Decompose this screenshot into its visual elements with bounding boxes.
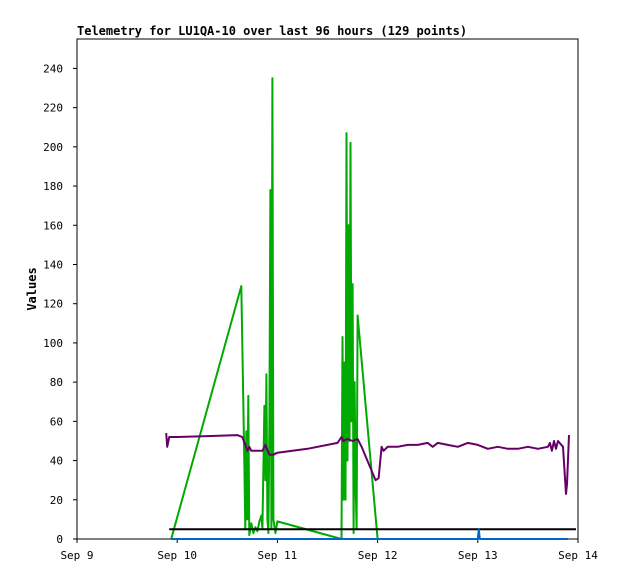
x-axis-ticks: Sep 9 Sep 10 Sep 11 Sep 12 Sep 13 Sep 14: [60, 539, 598, 562]
y-axis-ticks: 0 20 40 60 80 100 120 140 160 180 200 220 240: [43, 62, 77, 546]
series-line-0: [170, 77, 379, 540]
x-tick-label: Sep 10: [157, 549, 197, 562]
y-tick-label: 0: [56, 533, 63, 546]
y-tick-label: 60: [50, 415, 63, 428]
x-tick-label: Sep 13: [458, 549, 498, 562]
plot-frame: [76, 38, 579, 540]
chart-title: Telemetry for LU1QA-10 over last 96 hour…: [77, 24, 467, 38]
y-tick-label: 40: [50, 455, 63, 468]
y-tick-label: 20: [50, 494, 63, 507]
y-tick-label: 160: [43, 219, 63, 232]
y-tick-label: 100: [43, 337, 63, 350]
series-line-3: [171, 528, 568, 540]
y-tick-label: 200: [43, 141, 63, 154]
y-axis-label: Values: [25, 267, 39, 310]
y-tick-label: 120: [43, 298, 63, 311]
x-tick-label: Sep 12: [358, 549, 398, 562]
y-tick-label: 180: [43, 180, 63, 193]
x-tick-label: Sep 14: [558, 549, 598, 562]
y-tick-label: 140: [43, 258, 63, 271]
y-tick-label: 220: [43, 102, 63, 115]
series-line-1: [165, 433, 570, 495]
y-tick-label: 240: [43, 62, 63, 75]
x-tick-label: Sep 9: [60, 549, 93, 562]
y-tick-label: 80: [50, 376, 63, 389]
x-tick-label: Sep 11: [258, 549, 298, 562]
series-layer: [165, 77, 576, 540]
